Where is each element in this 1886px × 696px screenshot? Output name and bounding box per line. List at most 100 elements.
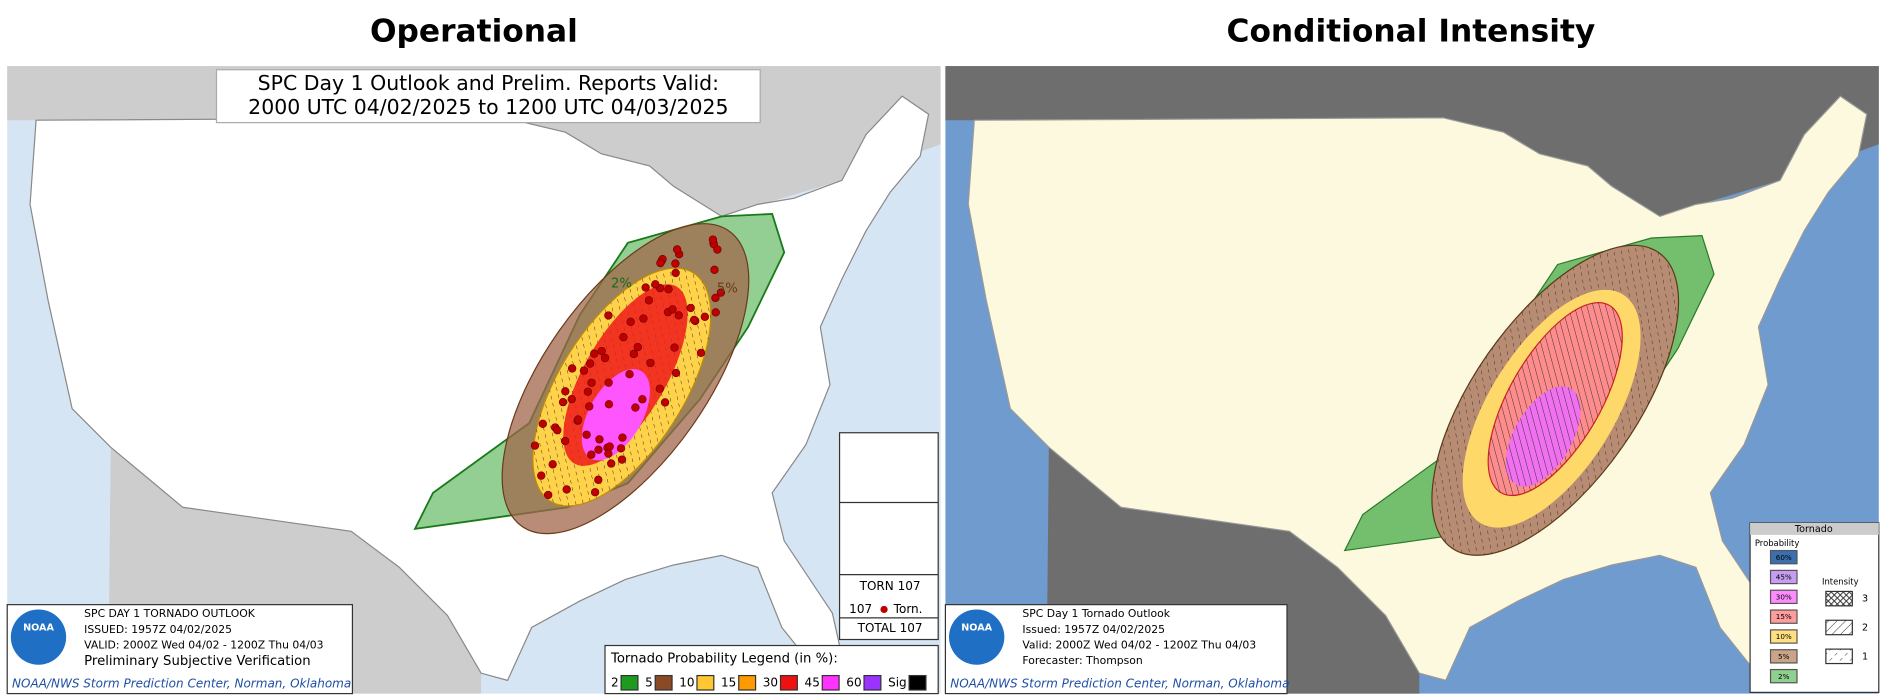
label-5: 5% [717,281,738,296]
legend-swatch [1769,668,1798,684]
tornado-report [713,245,722,254]
legend-swatch [863,674,882,691]
tornado-report [696,348,706,357]
tornado-report [641,283,650,292]
legend-title: Tornado [1794,524,1833,535]
tornado-report [594,445,603,454]
legend-subtitle: Intensity [1822,576,1859,586]
info-line: SPC DAY 1 TORNADO OUTLOOK [84,607,256,620]
legend-subtitle: Probability [1755,538,1799,548]
legend-title: Tornado Probability Legend (in %): [610,652,838,667]
intensity-swatch [1825,590,1853,607]
info-line: Issued: 1957Z 04/02/2025 [1022,623,1165,636]
tornado-report [668,305,677,314]
canada [945,66,1879,217]
legend-label: 2% [1778,672,1790,681]
legend-label: 60 [846,675,861,689]
legend-swatch [1769,589,1798,605]
legend-label: 15 [721,675,736,689]
tornado-report [660,398,670,407]
tornado-report [625,370,634,379]
info-box [944,604,1288,695]
legend-swatch [821,674,840,691]
legend-swatch [738,674,757,691]
legend-swatch [654,674,673,691]
tornado-report [690,315,699,325]
legend-label: 5% [1778,652,1790,661]
legend-label: 10% [1776,632,1792,641]
logo [10,609,67,665]
legend-swatch [1769,609,1798,624]
report-count: 107 [849,602,872,616]
tornado-report [586,359,595,368]
legend-label: Sig [888,675,907,689]
tornado-report [604,311,613,320]
tornado-report [604,400,614,409]
tornado-report [567,395,576,404]
tornado-report [686,303,695,313]
tornado-report [538,419,547,428]
legend-label: 45 [805,675,820,689]
tornado-report [585,402,594,411]
tornado-report [604,449,613,458]
legend [1749,522,1880,693]
tornado-report [619,332,628,342]
tornado-report [605,442,614,451]
legend-label: 2 [611,675,619,689]
legend-label: 15% [1776,612,1792,621]
tornado-report [530,441,540,450]
tornado-report [579,366,589,375]
tornado-report [616,444,626,453]
tornado-report [633,342,642,352]
credit: NOAA/NWS Storm Prediction Center, Norman… [950,676,1289,690]
legend-header [1750,522,1879,535]
tornado-report [597,346,606,356]
panel-title: Operational [370,13,578,49]
info-line: Valid: 2000Z Wed 04/02 - 1200Z Thu 04/03 [1022,639,1256,652]
tornado-report [537,471,546,480]
legend-label: 10 [679,675,694,689]
tornado-report [711,293,720,303]
tornado-report [600,353,610,363]
tornado-report [567,364,577,373]
logo [949,609,1005,665]
tornado-report [708,235,718,244]
info-line: Preliminary Subjective Verification [84,654,310,669]
info-box [6,604,354,695]
info-line: ISSUED: 1957Z 04/02/2025 [84,623,232,636]
tornado-report [710,265,719,274]
report-box [838,432,939,641]
legend-label: 30% [1776,592,1792,601]
tornado-report [671,259,680,268]
legend-swatch [1769,629,1798,644]
tornado-report [639,314,648,323]
legend-swatch [1769,569,1798,585]
tornado-report [544,490,553,500]
tornado-report [583,387,593,396]
tornado-report [655,384,664,393]
logo-text: NOAA [961,622,992,633]
tornado-reports [530,235,726,500]
logo-text: NOAA [23,622,54,633]
tornado-report [607,459,616,468]
legend-label: 45% [1776,573,1792,582]
panel-title: Conditional Intensity [1227,13,1596,49]
left-map: 2% 5% SPC Day 1 Outlook and Prelim. Repo… [6,66,941,695]
tornado-report [595,435,604,444]
tornado-report [651,280,660,289]
tornado-report [671,368,681,378]
legend-swatch [1769,549,1798,565]
tornado-report [646,358,655,368]
tornado-report [590,349,599,358]
intensity-label: 2 [1862,622,1868,633]
tornado-report [674,311,683,320]
tornado-report [587,450,596,459]
report-marker [880,605,888,614]
tornado-report [587,378,596,387]
report-row: TORN 107 [859,579,921,593]
tornado-report [670,343,679,352]
tornado-report [664,285,673,294]
tornado-report [626,317,635,326]
